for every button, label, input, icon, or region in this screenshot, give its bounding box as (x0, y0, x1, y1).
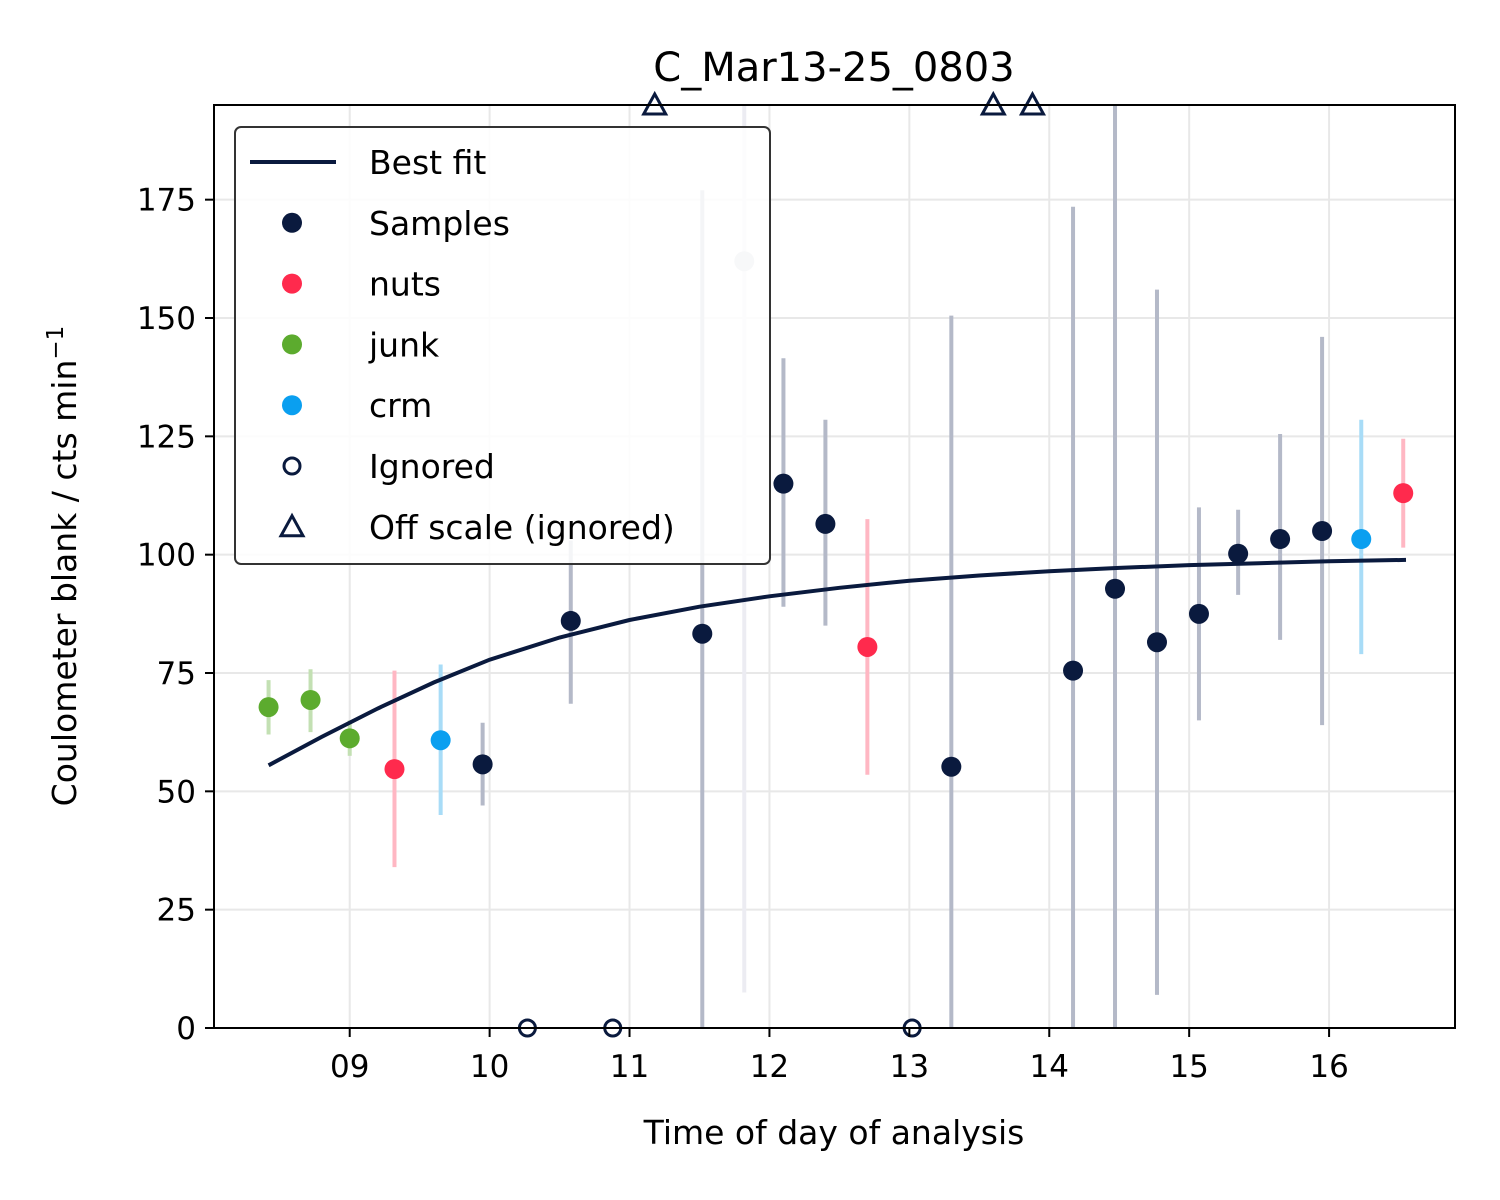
chart-title: C_Mar13-25_0803 (653, 45, 1014, 91)
y-tick-label: 100 (137, 538, 196, 574)
legend-box (234, 126, 771, 565)
data-point (339, 728, 360, 749)
legend-dot-swatch (282, 395, 302, 416)
x-tick-label: 13 (890, 1049, 929, 1085)
legend-label: nuts (369, 265, 441, 304)
data-point (258, 697, 279, 718)
legend-label: Ignored (369, 447, 495, 486)
x-axis-label: Time of day of analysis (643, 1113, 1025, 1152)
data-point (857, 636, 878, 657)
legend-dot-swatch (282, 334, 302, 355)
legend-label: Best fit (369, 143, 486, 182)
legend-dot-swatch (282, 212, 302, 233)
x-tick-label: 11 (610, 1049, 649, 1085)
x-tick-label: 15 (1169, 1049, 1208, 1085)
y-tick-label: 0 (176, 1011, 196, 1047)
data-point (1393, 483, 1414, 504)
legend-triangle-swatch (278, 512, 306, 538)
data-point (1146, 632, 1167, 653)
data-point (430, 730, 451, 751)
data-point (1228, 543, 1249, 564)
y-axis-label-main: Coulometer blank / cts min (45, 360, 84, 807)
plot-frame (213, 104, 1456, 1029)
legend-label: junk (368, 325, 440, 364)
legend-label: Off scale (ignored) (369, 508, 675, 547)
data-point (1351, 529, 1372, 550)
y-axis-label-superscript: −1 (43, 326, 69, 360)
data-point (692, 623, 713, 644)
y-tick-label: 150 (137, 301, 196, 337)
x-tick-label: 16 (1309, 1049, 1348, 1085)
legend: Best fit Samples nuts junk crm Ignored Off sca… (234, 126, 771, 565)
legend-dot-swatch (282, 273, 302, 294)
data-point (1063, 660, 1084, 681)
y-tick-label: 125 (137, 419, 196, 455)
best-fit-line-group (267, 557, 1407, 768)
x-tick-label: 10 (470, 1049, 509, 1085)
y-tick-label: 25 (157, 893, 196, 929)
legend-open-circle-swatch (282, 456, 302, 476)
y-tick-label: 50 (157, 774, 196, 810)
data-point (941, 756, 962, 777)
data-point (815, 513, 836, 534)
data-point (384, 759, 405, 780)
y-axis-label: Coulometer blank / cts min−1 (43, 326, 84, 807)
y-axis-ticks: 0 25 50 75 100 125 150 175 (137, 183, 214, 1047)
data-point (773, 473, 794, 494)
y-tick-label: 75 (157, 656, 196, 692)
data-point (1105, 578, 1126, 599)
data-point (300, 689, 321, 710)
x-tick-label: 09 (330, 1049, 369, 1085)
y-tick-label: 175 (137, 183, 196, 219)
best-fit-line (267, 557, 1407, 768)
legend-label: Samples (369, 204, 510, 243)
legend-label: crm (369, 386, 432, 425)
x-axis-ticks: 09 10 11 12 13 14 15 16 (330, 1028, 1349, 1085)
x-tick-label: 14 (1030, 1049, 1069, 1085)
data-point (1188, 603, 1209, 624)
data-point (560, 610, 581, 631)
data-point (472, 754, 493, 775)
x-tick-label: 12 (750, 1049, 789, 1085)
data-point (1312, 521, 1333, 541)
data-point (1270, 529, 1291, 550)
